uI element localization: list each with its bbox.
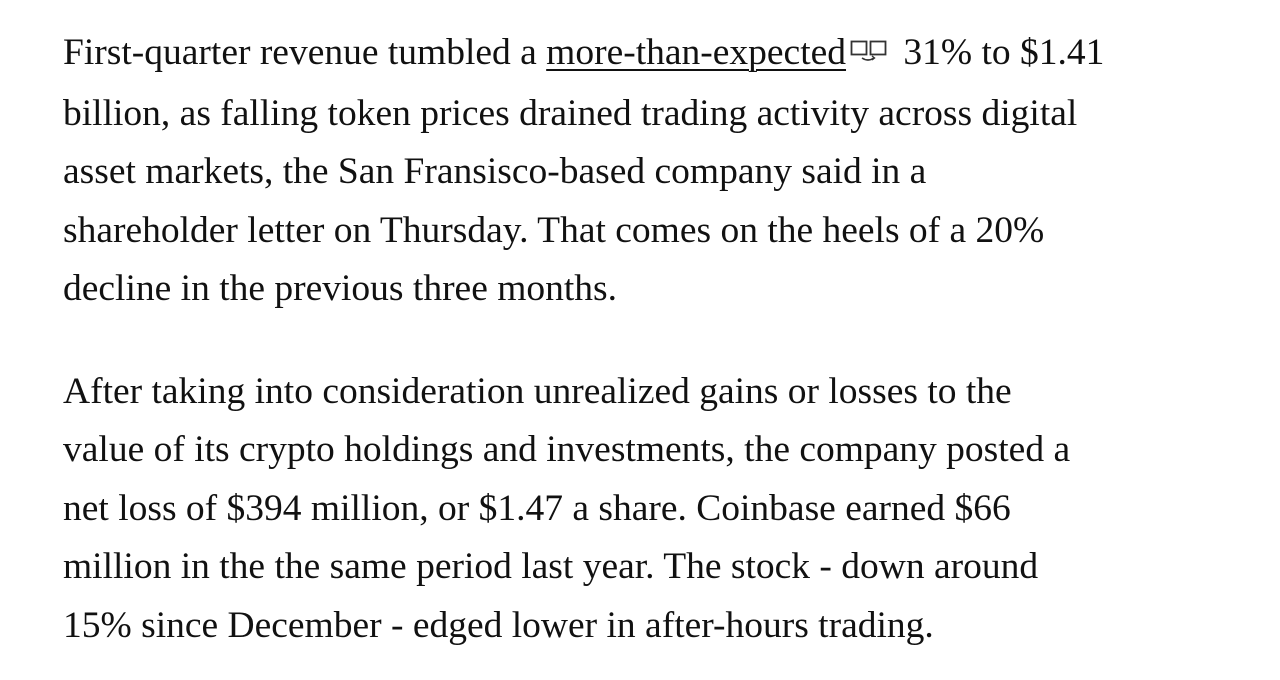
more-than-expected-link[interactable]: more-than-expected xyxy=(546,32,847,73)
text-line: After taking into consideration unrealiz… xyxy=(63,370,1012,412)
text-line: decline in the previous three months. xyxy=(63,268,618,310)
paragraph-2: After taking into consideration unrealiz… xyxy=(63,363,1263,656)
text-line: million in the the same period last year… xyxy=(63,546,1039,588)
compare-icon[interactable] xyxy=(850,23,888,82)
text-line: 15% since December - edged lower in afte… xyxy=(63,604,934,646)
text-segment: 31% to $1.41 xyxy=(894,32,1105,73)
text-segment: First-quarter revenue tumbled a xyxy=(63,32,547,73)
text-line: asset markets, the San Fransisco-based c… xyxy=(63,151,927,193)
text-line: value of its crypto holdings and investm… xyxy=(63,429,1071,471)
text-line: First-quarter revenue tumbled a more-tha… xyxy=(63,24,1263,85)
article-body: First-quarter revenue tumbled a more-tha… xyxy=(63,24,1263,655)
paragraph-spacer xyxy=(63,319,1263,363)
text-line: net loss of $394 million, or $1.47 a sha… xyxy=(63,487,1011,529)
text-line: billion, as falling token prices drained… xyxy=(63,92,1078,134)
text-line: shareholder letter on Thursday. That com… xyxy=(63,209,1045,251)
paragraph-1: First-quarter revenue tumbled a more-tha… xyxy=(63,24,1263,319)
